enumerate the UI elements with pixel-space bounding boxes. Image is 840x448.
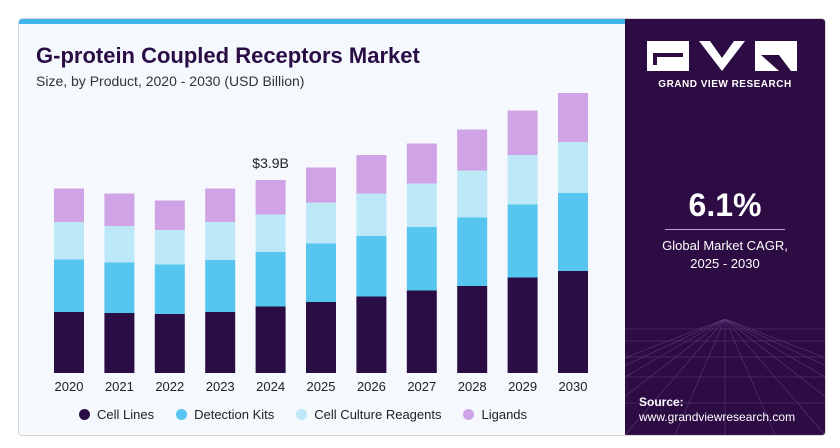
bar-segment-cell-culture-reagents-2024 xyxy=(255,214,286,252)
accent-bar xyxy=(19,19,625,24)
x-tick-label: 2024 xyxy=(256,379,285,394)
chart-panel: G-protein Coupled Receptors Market Size,… xyxy=(19,19,625,435)
bar-segment-detection-kits-2024 xyxy=(255,252,286,307)
bar-segment-detection-kits-2027 xyxy=(406,227,437,291)
bar-segment-ligands-2025 xyxy=(306,167,336,203)
bar-segment-ligands-2021 xyxy=(104,193,135,226)
legend-label: Cell Culture Reagents xyxy=(314,407,442,422)
bar-segment-cell-culture-reagents-2030 xyxy=(558,142,588,193)
cagr-label-line2: 2025 - 2030 xyxy=(690,256,760,271)
bar-segment-cell-lines-2024 xyxy=(255,306,286,373)
infographic-card: G-protein Coupled Receptors Market Size,… xyxy=(18,18,826,436)
bar-segment-cell-lines-2021 xyxy=(104,313,135,373)
source-url: www.grandviewresearch.com xyxy=(639,410,796,424)
bar-segment-cell-lines-2025 xyxy=(306,302,336,373)
bar-segment-cell-lines-2027 xyxy=(406,290,437,373)
bar-segment-detection-kits-2029 xyxy=(507,204,538,278)
grand-view-research-logo-icon xyxy=(647,41,797,71)
bar-segment-cell-lines-2020 xyxy=(54,312,84,373)
bar-segment-detection-kits-2026 xyxy=(356,236,387,297)
chart-title: G-protein Coupled Receptors Market xyxy=(36,43,420,68)
x-tick-label: 2022 xyxy=(155,379,184,394)
bar-segment-detection-kits-2023 xyxy=(205,260,236,312)
chart-legend: Cell Lines Detection Kits Cell Culture Rea… xyxy=(79,407,549,422)
cagr-value: 6.1% xyxy=(688,187,762,223)
bar-segment-cell-culture-reagents-2028 xyxy=(457,170,488,218)
bar-segment-cell-lines-2029 xyxy=(507,277,538,373)
legend-swatch xyxy=(176,409,188,420)
bar-segment-cell-culture-reagents-2022 xyxy=(154,230,185,265)
legend-label: Detection Kits xyxy=(194,407,275,422)
bar-segment-detection-kits-2028 xyxy=(457,217,488,286)
bar-segment-cell-culture-reagents-2025 xyxy=(306,202,336,244)
bar-segment-cell-lines-2028 xyxy=(457,286,488,373)
bar-segment-detection-kits-2025 xyxy=(306,243,336,302)
value-annotation: $3.9B xyxy=(252,155,289,171)
x-tick-label: 2025 xyxy=(307,379,336,394)
legend-item: Cell Culture Reagents xyxy=(296,407,441,422)
bar-segment-cell-culture-reagents-2027 xyxy=(406,183,437,227)
brand-name: GRAND VIEW RESEARCH xyxy=(658,79,792,90)
x-tick-label: 2021 xyxy=(105,379,134,394)
cagr-divider xyxy=(665,229,785,230)
bar-segment-ligands-2030 xyxy=(558,93,588,142)
bar-segment-cell-lines-2026 xyxy=(356,296,387,373)
bar-segment-ligands-2028 xyxy=(457,129,488,171)
bar-segment-ligands-2020 xyxy=(54,188,84,222)
x-tick-label: 2028 xyxy=(458,379,487,394)
bar-segment-ligands-2029 xyxy=(507,110,538,155)
bar-segment-detection-kits-2020 xyxy=(54,259,84,312)
bar-segment-cell-culture-reagents-2020 xyxy=(54,222,84,260)
bar-segment-ligands-2024 xyxy=(255,180,286,215)
bar-segment-ligands-2022 xyxy=(154,200,185,230)
cagr-label: Global Market CAGR, 2025 - 2030 xyxy=(625,237,825,273)
bar-segment-cell-culture-reagents-2021 xyxy=(104,226,135,263)
legend-label: Ligands xyxy=(481,407,528,422)
bar-segment-ligands-2026 xyxy=(356,155,387,194)
legend-item: Cell Lines xyxy=(79,407,154,422)
bar-segment-cell-lines-2030 xyxy=(558,271,588,373)
x-tick-label: 2023 xyxy=(206,379,235,394)
bar-segment-cell-lines-2022 xyxy=(154,314,185,373)
perspective-grid-decoration xyxy=(625,319,825,435)
bar-segment-detection-kits-2022 xyxy=(154,264,185,314)
bar-segment-cell-culture-reagents-2026 xyxy=(356,193,387,236)
legend-label: Cell Lines xyxy=(97,407,155,422)
source-label: Source: xyxy=(639,395,684,409)
x-tick-label: 2030 xyxy=(559,379,588,394)
bar-segment-cell-lines-2023 xyxy=(205,312,236,373)
legend-swatch xyxy=(296,409,308,420)
x-tick-label: 2026 xyxy=(357,379,386,394)
x-tick-label: 2029 xyxy=(508,379,537,394)
bar-segment-cell-culture-reagents-2029 xyxy=(507,155,538,205)
legend-item: Ligands xyxy=(463,407,527,422)
legend-swatch xyxy=(463,409,475,420)
bar-segment-ligands-2023 xyxy=(205,188,236,222)
chart-subtitle: Size, by Product, 2020 - 2030 (USD Billi… xyxy=(36,73,305,89)
bar-segment-detection-kits-2021 xyxy=(104,262,135,313)
bar-segment-ligands-2027 xyxy=(406,143,437,184)
x-tick-label: 2020 xyxy=(55,379,84,394)
sidebar-panel: GRAND VIEW RESEARCH 6.1% Global Market C… xyxy=(625,19,825,435)
bar-segment-cell-culture-reagents-2023 xyxy=(205,222,236,260)
cagr-label-line1: Global Market CAGR, xyxy=(662,238,788,253)
source-block: Source: www.grandviewresearch.com xyxy=(639,395,795,425)
legend-item: Detection Kits xyxy=(176,407,274,422)
x-tick-label: 2027 xyxy=(407,379,436,394)
bar-segment-detection-kits-2030 xyxy=(558,193,588,271)
stacked-bar-chart: 2020 2021 2022 2023 2024 $3.9B 2025 2026 2027 202… xyxy=(54,93,588,394)
legend-swatch xyxy=(79,409,90,420)
